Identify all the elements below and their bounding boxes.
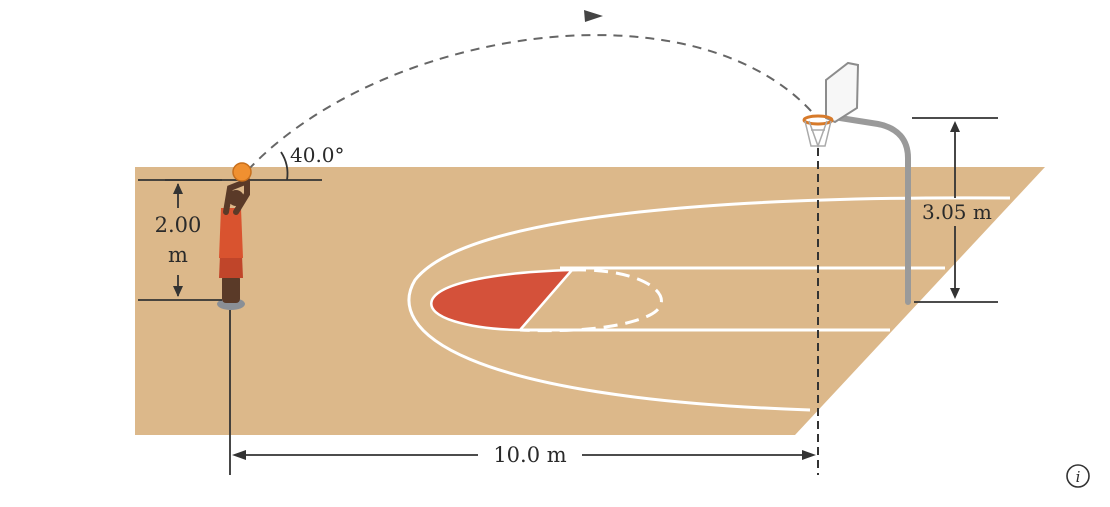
hoop-height-dimension — [912, 117, 998, 303]
corner-mark-letter: i — [1076, 468, 1081, 486]
player — [217, 162, 252, 310]
hoop-dim-arrow-down — [950, 288, 960, 299]
player-legs — [222, 275, 240, 303]
player-arms — [223, 177, 250, 215]
player-height-label-value: 2.00 — [155, 213, 202, 237]
hoop-height-label: 3.05 m — [922, 200, 992, 224]
distance-dimension — [232, 450, 816, 460]
angle-label: 40.0° — [290, 143, 345, 167]
ball-trajectory — [247, 34, 813, 171]
trajectory-arrow — [584, 10, 603, 22]
hoop-rim — [802, 114, 834, 126]
player-height-dimension — [138, 179, 222, 301]
distance-label: 10.0 m — [493, 443, 566, 467]
distance-arrow-right — [802, 450, 816, 460]
hoop-dim-arrow-up — [950, 121, 960, 132]
dim-arrow-down — [173, 286, 183, 297]
hoop-net — [804, 120, 832, 149]
key-paint — [430, 268, 575, 332]
court-lines — [407, 196, 1011, 412]
distance-arrow-left — [232, 450, 246, 460]
three-point-arc — [407, 196, 1011, 412]
backboard — [825, 61, 860, 124]
player-height-label-unit: m — [168, 243, 188, 267]
angle-arc — [280, 151, 289, 181]
free-throw-dashed-arc — [519, 268, 663, 333]
ball — [232, 162, 252, 182]
hoop-support-pole — [837, 115, 911, 305]
player-jersey — [219, 208, 243, 258]
player-head — [228, 190, 244, 206]
corner-mark-circle — [1066, 464, 1090, 488]
dim-arrow-up — [173, 183, 183, 194]
player-shorts — [219, 255, 243, 278]
